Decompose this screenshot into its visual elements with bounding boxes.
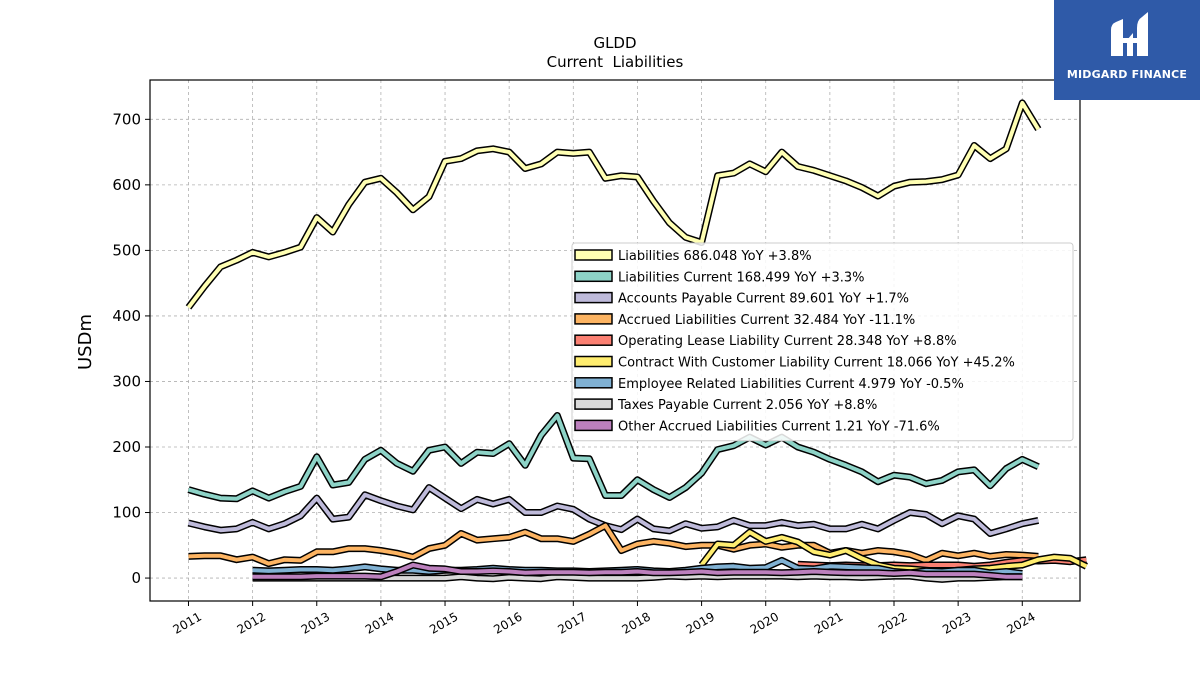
y-tick-label: 700	[112, 110, 141, 128]
chart-subtitle: Current Liabilities	[547, 53, 684, 71]
series-line	[187, 413, 1040, 501]
legend-swatch	[574, 377, 613, 389]
legend-entry: Taxes Payable Current 2.056 YoY +8.8%	[617, 398, 877, 413]
y-tick-label: 200	[112, 438, 141, 456]
legend-swatch	[574, 313, 613, 325]
series-line	[188, 485, 1039, 536]
midgard-finance-logo: MIDGARD FINANCE	[1054, 0, 1200, 100]
chart-title: GLDD	[593, 34, 636, 52]
legend-swatch	[574, 355, 613, 368]
y-axis-label: USDm	[75, 314, 96, 370]
legend: Liabilities 686.048 YoY +3.8% Liabilities…	[571, 242, 1074, 442]
series-layer	[185, 99, 1088, 583]
legend-swatch	[574, 249, 613, 261]
legend-entry: Contract With Customer Liability Current…	[618, 356, 1015, 371]
series-1	[187, 412, 1040, 503]
y-tick-label: 100	[112, 504, 141, 522]
series-8	[252, 561, 1023, 581]
y-tick-label: 300	[112, 372, 141, 390]
series-line	[252, 563, 1023, 579]
x-tick-label: 2021	[812, 609, 845, 636]
x-tick-label: 2016	[491, 609, 524, 636]
plot-frame	[149, 79, 1081, 602]
x-tick-label: 2014	[363, 609, 396, 636]
series-line-outline	[188, 522, 1039, 568]
legend-swatch	[574, 419, 613, 432]
y-tick-label: 0	[131, 569, 141, 587]
y-tick-label: 500	[112, 241, 141, 259]
x-tick-label: 2013	[299, 609, 332, 636]
legend-box	[571, 242, 1074, 442]
x-tick-label: 2011	[171, 609, 204, 636]
legend-entry: Accounts Payable Current 89.601 YoY +1.7…	[618, 292, 909, 307]
legend-swatch	[574, 398, 613, 410]
x-tick-label: 2024	[1004, 609, 1037, 636]
x-tick-label: 2015	[427, 609, 460, 636]
series-line	[188, 523, 1039, 566]
legend-swatch	[574, 291, 613, 304]
x-tick-label: 2020	[748, 609, 781, 636]
legend-swatch	[574, 270, 613, 283]
x-tick-label: 2023	[940, 609, 973, 636]
legend-entry: Liabilities 686.048 YoY +3.8%	[618, 249, 812, 264]
legend-entry: Employee Related Liabilities Current 4.9…	[618, 377, 964, 392]
series-line	[186, 100, 1041, 309]
y-tick-label: 400	[112, 307, 141, 325]
x-tick-label: 2019	[684, 609, 717, 636]
logo-text: MIDGARD FINANCE	[1066, 68, 1188, 81]
legend-entry: Accrued Liabilities Current 32.484 YoY -…	[618, 313, 915, 328]
series-2	[187, 484, 1040, 537]
series-0	[185, 99, 1042, 310]
logo-mark-icon	[1111, 12, 1148, 56]
y-tick-label: 600	[112, 176, 141, 194]
legend-entry: Liabilities Current 168.499 YoY +3.3%	[618, 270, 865, 285]
legend-swatch	[574, 334, 613, 346]
x-tick-label: 2017	[555, 609, 588, 636]
x-tick-label: 2022	[876, 609, 909, 636]
x-tick-label: 2018	[619, 609, 652, 636]
legend-entry: Other Accrued Liabilities Current 1.21 Y…	[618, 419, 940, 434]
x-tick-label: 2012	[235, 609, 268, 636]
legend-entry: Operating Lease Liability Current 28.348…	[618, 334, 957, 349]
series-3	[188, 522, 1039, 568]
